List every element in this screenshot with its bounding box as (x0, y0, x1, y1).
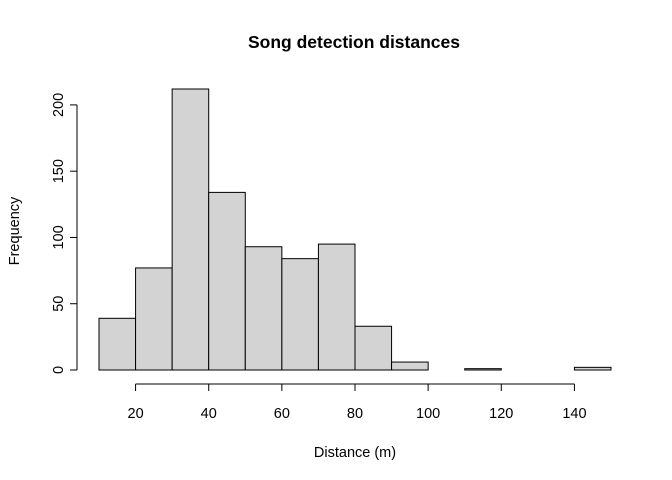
y-tick-label: 200 (51, 93, 67, 117)
x-tick-label: 140 (562, 406, 586, 422)
histogram-bar (317, 243, 356, 371)
x-axis-label: Distance (m) (314, 445, 396, 461)
x-tick-label: 40 (201, 406, 217, 422)
y-tick-label: 50 (51, 296, 67, 312)
x-tick-label: 100 (416, 406, 440, 422)
histogram-bar (171, 88, 210, 371)
x-tick-label: 60 (274, 406, 290, 422)
histogram-bar (208, 191, 246, 371)
y-axis-label: Frequency (7, 196, 23, 265)
histogram-bar (244, 246, 283, 371)
histogram-bar (354, 325, 393, 371)
x-axis: 20 40 60 80 100 120 140 (128, 383, 587, 422)
x-tick-label: 120 (489, 406, 513, 422)
bars-group (98, 88, 612, 371)
chart-title: Song detection distances (248, 32, 460, 52)
histogram-bar (464, 368, 502, 371)
histogram-bar (135, 267, 173, 371)
y-tick-label: 0 (51, 366, 67, 374)
histogram-bar (391, 361, 429, 371)
histogram-bar (98, 317, 137, 371)
x-tick-label: 20 (128, 406, 144, 422)
y-axis: 0 50 100 150 200 (51, 93, 78, 374)
y-tick-label: 100 (51, 225, 67, 249)
x-tick-label: 80 (347, 406, 363, 422)
y-tick-label: 150 (51, 159, 67, 183)
histogram-bar (281, 258, 319, 371)
histogram-bar (573, 366, 612, 371)
